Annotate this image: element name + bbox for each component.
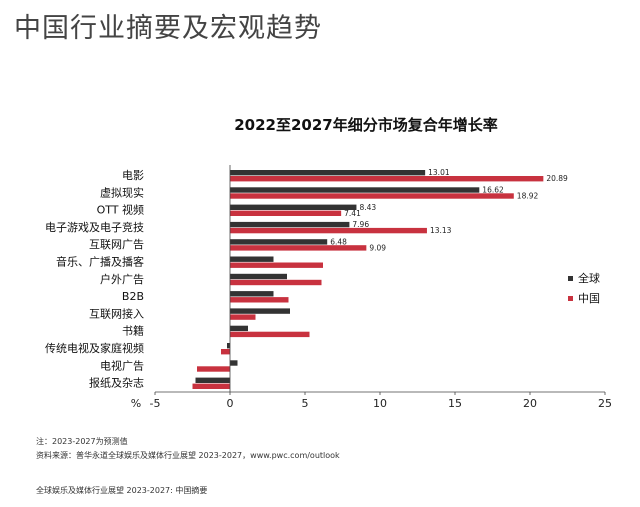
category-label: 书籍 xyxy=(122,324,144,338)
data-label: 8.43 xyxy=(359,203,376,212)
legend-label-global: 全球 xyxy=(578,271,600,285)
bar-global xyxy=(230,256,274,262)
category-label: 电影 xyxy=(122,169,144,182)
source-note: 资料来源：普华永道全球娱乐及媒体行业展望 2023-2027，www.pwc.c… xyxy=(36,451,340,460)
bar-china xyxy=(230,227,427,234)
x-tick-label: 20 xyxy=(523,397,537,410)
bar-china xyxy=(221,349,230,355)
x-tick-label: 5 xyxy=(302,397,309,410)
category-label: 报纸及杂志 xyxy=(89,376,144,390)
category-label: OTT 视频 xyxy=(97,203,144,217)
category-label: 户外广告 xyxy=(100,272,144,286)
page-title: 中国行业摘要及宏观趋势 xyxy=(14,13,322,44)
bar-china xyxy=(230,262,323,268)
bar-global xyxy=(230,170,426,176)
category-label: B2B xyxy=(122,290,144,303)
bar-global xyxy=(230,291,274,297)
growth-rate-bar-chart: 2022至2027年细分市场复合年增长率 13.01 20.89 16.62 18.9… xyxy=(45,116,612,410)
forecast-note: 注：2023-2027为预测值 xyxy=(36,437,128,446)
bar-global xyxy=(195,377,230,383)
bar-china xyxy=(197,366,230,372)
x-tick-label: 15 xyxy=(448,397,462,410)
bar-china xyxy=(192,383,230,389)
data-label: 18.92 xyxy=(517,192,539,201)
bar-china xyxy=(230,193,514,199)
data-label: 16.62 xyxy=(482,186,504,195)
bar-global xyxy=(230,204,357,210)
legend-swatch-china xyxy=(568,296,573,301)
bar-china xyxy=(230,176,544,182)
data-label: 13.01 xyxy=(428,168,450,177)
category-label: 互联网接入 xyxy=(89,307,144,320)
data-label: 7.96 xyxy=(352,220,369,229)
unit-label: % xyxy=(131,397,141,410)
x-tick-label: 10 xyxy=(373,397,387,410)
category-label: 虚拟现实 xyxy=(100,185,144,199)
data-label: 9.09 xyxy=(369,243,386,252)
bar-china xyxy=(230,279,322,286)
x-tick-label: 25 xyxy=(598,397,612,410)
chart-title: 2022至2027年细分市场复合年增长率 xyxy=(234,116,498,134)
x-tick-label: 0 xyxy=(227,397,234,410)
data-label: 20.89 xyxy=(546,174,568,183)
category-label: 电子游戏及电子竞技 xyxy=(45,220,144,234)
bar-global xyxy=(230,239,328,245)
category-label: 音乐、广播及播客 xyxy=(56,255,144,269)
data-label: 13.13 xyxy=(430,226,452,235)
bar-global xyxy=(230,187,480,193)
bar-global xyxy=(230,221,350,228)
x-tick-label: -5 xyxy=(150,397,161,410)
category-label: 互联网广告 xyxy=(89,238,144,251)
bar-china xyxy=(230,314,256,320)
legend-label-china: 中国 xyxy=(578,292,600,305)
data-label: 6.48 xyxy=(330,237,347,246)
report-footer: 全球娱乐及媒体行业展望 2023-2027: 中国摘要 xyxy=(36,486,208,495)
category-label: 传统电视及家庭视频 xyxy=(45,341,144,355)
category-label: 电视广告 xyxy=(100,358,144,372)
data-label: 7.41 xyxy=(344,209,361,218)
bar-china xyxy=(230,331,310,338)
bar-china xyxy=(230,245,367,251)
bar-china xyxy=(230,297,289,303)
legend-swatch-global xyxy=(568,276,573,281)
bar-global xyxy=(230,308,290,314)
bar-global xyxy=(227,343,230,349)
bar-global xyxy=(230,325,248,332)
bar-global xyxy=(230,273,287,280)
bar-global xyxy=(230,360,238,366)
bar-china xyxy=(230,210,342,216)
